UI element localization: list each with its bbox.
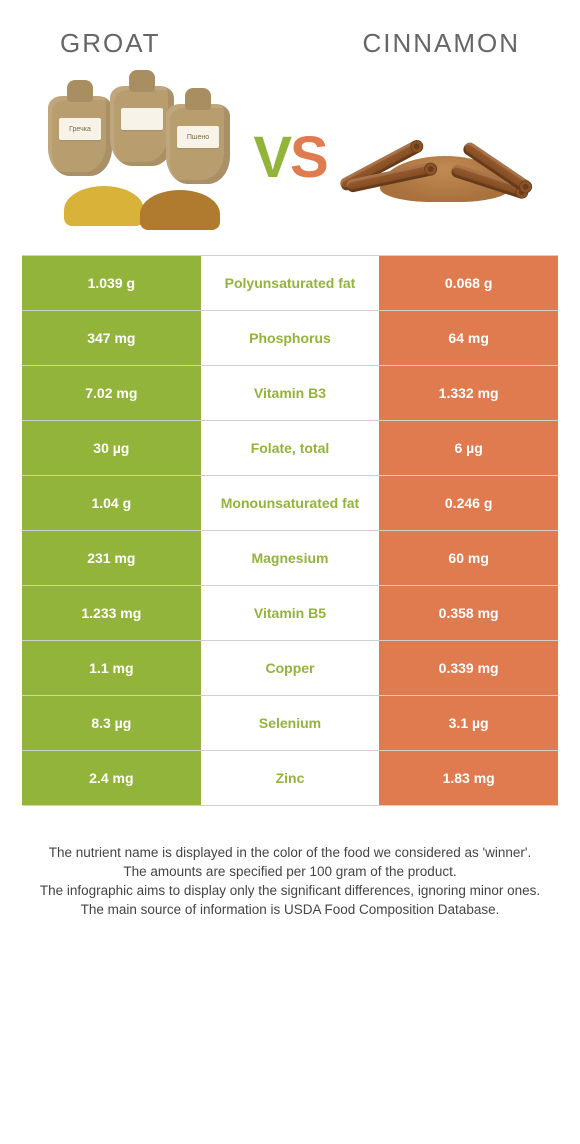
right-value: 0.358 mg (379, 586, 558, 640)
left-food-title: Groat (60, 28, 161, 59)
comparison-table: 1.039 gPolyunsaturated fat0.068 g347 mgP… (22, 255, 558, 806)
vs-label: VS (253, 124, 326, 191)
right-value: 0.246 g (379, 476, 558, 530)
nutrient-label: Selenium (201, 696, 380, 750)
table-row: 8.3 µgSelenium3.1 µg (22, 696, 558, 751)
nutrient-label: Magnesium (201, 531, 380, 585)
hero: Гречка Пшено VS (0, 67, 580, 255)
left-value: 1.04 g (22, 476, 201, 530)
right-value: 1.83 mg (379, 751, 558, 805)
nutrient-label: Monounsaturated fat (201, 476, 380, 530)
table-row: 2.4 mgZinc1.83 mg (22, 751, 558, 806)
nutrient-label: Polyunsaturated fat (201, 256, 380, 310)
nutrient-label: Vitamin B5 (201, 586, 380, 640)
right-value: 64 mg (379, 311, 558, 365)
left-value: 1.039 g (22, 256, 201, 310)
right-value: 6 µg (379, 421, 558, 475)
table-row: 30 µgFolate, total6 µg (22, 421, 558, 476)
vs-s: S (290, 125, 327, 190)
table-row: 1.04 gMonounsaturated fat0.246 g (22, 476, 558, 531)
footer-line-1: The nutrient name is displayed in the co… (30, 844, 550, 863)
right-value: 3.1 µg (379, 696, 558, 750)
footer-line-3: The infographic aims to display only the… (30, 882, 550, 901)
left-value: 30 µg (22, 421, 201, 475)
nutrient-label: Folate, total (201, 421, 380, 475)
table-row: 231 mgMagnesium60 mg (22, 531, 558, 586)
table-row: 347 mgPhosphorus64 mg (22, 311, 558, 366)
right-food-title: Cinnamon (362, 28, 520, 59)
cinnamon-illustration (340, 77, 540, 237)
right-value: 60 mg (379, 531, 558, 585)
nutrient-label: Copper (201, 641, 380, 695)
left-value: 8.3 µg (22, 696, 201, 750)
footer-line-2: The amounts are specified per 100 gram o… (30, 863, 550, 882)
table-row: 1.1 mgCopper0.339 mg (22, 641, 558, 696)
footer-notes: The nutrient name is displayed in the co… (30, 844, 550, 920)
header: Groat Cinnamon (0, 0, 580, 67)
right-value: 0.339 mg (379, 641, 558, 695)
vs-v: V (253, 125, 290, 190)
right-value: 1.332 mg (379, 366, 558, 420)
table-row: 7.02 mgVitamin B31.332 mg (22, 366, 558, 421)
left-value: 347 mg (22, 311, 201, 365)
table-row: 1.039 gPolyunsaturated fat0.068 g (22, 256, 558, 311)
left-value: 1.1 mg (22, 641, 201, 695)
nutrient-label: Zinc (201, 751, 380, 805)
groat-illustration: Гречка Пшено (40, 77, 240, 237)
nutrient-label: Phosphorus (201, 311, 380, 365)
nutrient-label: Vitamin B3 (201, 366, 380, 420)
left-value: 7.02 mg (22, 366, 201, 420)
right-value: 0.068 g (379, 256, 558, 310)
footer-line-4: The main source of information is USDA F… (30, 901, 550, 920)
left-value: 231 mg (22, 531, 201, 585)
table-row: 1.233 mgVitamin B50.358 mg (22, 586, 558, 641)
left-value: 2.4 mg (22, 751, 201, 805)
left-value: 1.233 mg (22, 586, 201, 640)
